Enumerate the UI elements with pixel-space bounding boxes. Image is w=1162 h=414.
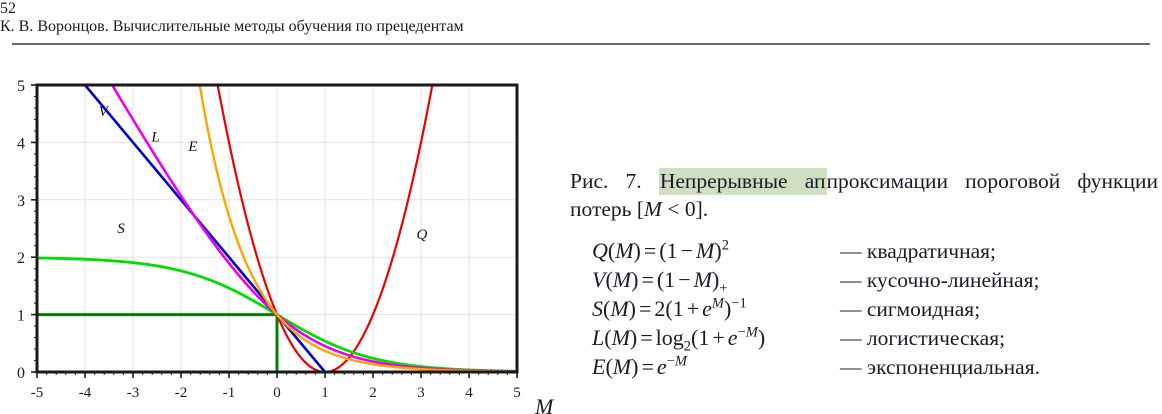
curve-label-q: Q: [417, 227, 428, 243]
formula-row-v: V(M) = (1− M)+ — кусочно-линейная;: [592, 267, 1158, 296]
formula-row-q: Q(M) = (1− M)2 — квадратичная;: [592, 238, 1158, 267]
formula-row-s: S(M) = 2(1 + eM)−1 — сигмоидная;: [592, 296, 1158, 325]
formula-expression-v: V(M) = (1− M)+: [592, 266, 728, 297]
curve-label-s: S: [117, 221, 125, 237]
figure-caption-highlight: Непрерывные ап: [658, 168, 827, 195]
figure-caption: Рис. 7. Непрерывные аппроксимации порого…: [570, 168, 1158, 224]
page-number: 52: [0, 0, 16, 17]
formula-description-s: — сигмоидная;: [840, 296, 981, 321]
formula-expression-s: S(M) = 2(1 + eM)−1: [592, 295, 747, 321]
formula-description-q: — квадратичная;: [840, 238, 997, 263]
header-divider: [12, 43, 1150, 45]
chart-ticks: [31, 84, 518, 378]
x-axis-label: M: [534, 394, 555, 414]
formula-list: Q(M) = (1− M)2 — квадратичная; V(M) = (1− M)+ …: [570, 238, 1158, 383]
formula-description-v: — кусочно-линейная;: [840, 267, 1040, 292]
curve-label-v: V: [99, 104, 110, 120]
formula-expression-e: E(M) = e−M: [592, 353, 687, 379]
formula-description-e: — экспоненциальная.: [840, 354, 1040, 379]
loss-functions-chart: -5 -4 -3 -2 -1 0 1 2 3 4 5 0 1 2 3 4 5 Q V S L E M: [17, 78, 555, 414]
formula-description-l: — логистическая;: [840, 325, 1006, 350]
figure-plot: -5 -4 -3 -2 -1 0 1 2 3 4 5 0 1 2 3 4 5 Q V S L E M: [0, 56, 556, 414]
curve-label-l: L: [150, 129, 159, 145]
y-tick-label: 3: [17, 193, 25, 210]
y-tick-label: 0: [17, 365, 25, 382]
x-tick-label: -3: [127, 385, 140, 401]
formula-row-l: L(M) = log2(1 + e−M) — логистическая;: [592, 325, 1158, 354]
page-header: 52 К. В. Воронцов. Вычислительные методы…: [0, 0, 1162, 48]
x-tick-label: -5: [31, 385, 44, 401]
chart-axis-label: M: [534, 394, 555, 414]
formula-row-e: E(M) = e−M — экспоненциальная.: [592, 354, 1158, 383]
x-tick-label: 5: [513, 385, 521, 401]
x-tick-label: -1: [223, 385, 236, 401]
x-tick-label: 1: [321, 385, 329, 401]
formula-expression-l: L(M) = log2(1 + e−M): [592, 324, 766, 355]
caption-panel: Рис. 7. Непрерывные аппроксимации порого…: [570, 168, 1158, 383]
chart-tick-labels: -5 -4 -3 -2 -1 0 1 2 3 4 5 0 1 2 3 4 5: [17, 78, 521, 401]
y-tick-label: 1: [17, 308, 25, 325]
figure-caption-rest: проксимации пороговой функции потерь [M …: [570, 169, 1159, 221]
curve-label-e: E: [187, 139, 197, 155]
y-tick-label: 5: [17, 78, 25, 95]
x-tick-label: 3: [417, 385, 425, 401]
x-tick-label: -4: [79, 385, 92, 401]
chart-curve-labels: Q V S L E: [99, 104, 428, 243]
x-tick-label: 2: [369, 385, 377, 401]
header-title: К. В. Воронцов. Вычислительные методы об…: [0, 18, 464, 35]
formula-expression-q: Q(M) = (1− M)2: [592, 237, 729, 263]
x-tick-label: 4: [465, 385, 473, 401]
y-tick-label: 4: [17, 135, 25, 152]
x-tick-label: 0: [273, 385, 281, 401]
x-tick-label: -2: [175, 385, 188, 401]
figure-caption-label: Рис. 7.: [570, 169, 642, 193]
y-tick-label: 2: [17, 250, 25, 267]
